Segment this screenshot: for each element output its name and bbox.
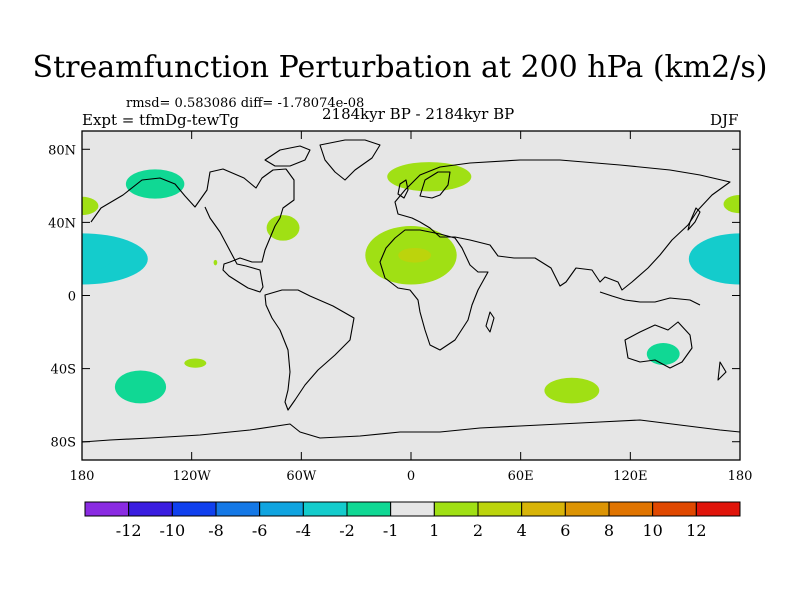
anomaly-dateline-west-negative [688, 233, 740, 285]
anomaly-southern-indian-positive [544, 377, 600, 404]
colorbar-swatch [608, 501, 654, 517]
experiment-label: Expt = tfmDg-tewTg [82, 111, 239, 129]
lon-tick-label: 180 [70, 469, 95, 484]
coast-africa [379, 229, 489, 351]
colorbar: -12 -10 -8 -6 -4 -2 -1 1 2 4 6 8 10 12 [84, 501, 741, 540]
stats-text: rmsd= 0.583086 diff= -1.78074e-08 [126, 96, 365, 111]
colorbar-swatch [346, 501, 392, 517]
lat-tick-label: 0 [68, 290, 76, 305]
colorbar-label: 12 [686, 521, 706, 540]
coastlines [82, 139, 740, 443]
anomaly-north-atlantic-positive [387, 162, 472, 192]
anomaly-west-pacific-negative [82, 233, 148, 285]
anomaly-east-us-positive [266, 215, 300, 241]
anomaly-south-pacific-small [184, 358, 207, 368]
anomaly-north-pacific-negative [125, 169, 185, 199]
coast-greenland [319, 139, 381, 181]
colorbar-label: 1 [429, 521, 439, 540]
coast-arctic-islands [264, 145, 311, 167]
colorbar-label: -1 [383, 521, 399, 540]
lat-tick-label: 80N [48, 143, 76, 158]
colorbar-label: 10 [642, 521, 662, 540]
colorbar-label: -8 [208, 521, 224, 540]
colorbar-swatch [433, 501, 479, 517]
colorbar-label: 2 [473, 521, 483, 540]
colorbar-swatch [215, 501, 261, 517]
anomaly-dateline-west-core [718, 246, 740, 272]
anomaly-north-pacific-positive-west [82, 196, 99, 216]
colorbar-swatch [128, 501, 173, 517]
coast-antarctica [82, 419, 740, 443]
coast-scandinavia [419, 171, 451, 199]
anomaly-australia-negative [646, 343, 680, 365]
season-label: DJF [710, 111, 739, 129]
colorbar-label: -10 [159, 521, 185, 540]
anomaly-north-pacific-positive-east [723, 194, 740, 214]
axis-ticks: 80N 40N 0 40S 80S 180 120W 60W 0 60E 120E 180 [48, 131, 752, 484]
coast-indonesia [599, 291, 701, 306]
colorbar-swatch [695, 501, 741, 517]
period-label: 2184kyr BP - 2184kyr BP [322, 105, 515, 123]
lon-tick-label: 60E [508, 469, 534, 484]
lon-tick-label: 120E [613, 469, 647, 484]
coast-madagascar [485, 311, 495, 333]
plot-title: Streamfunction Perturbation at 200 hPa (… [32, 50, 768, 85]
anomaly-central-pacific-small [213, 259, 218, 266]
coast-north-america [90, 168, 295, 293]
colorbar-label: 4 [517, 521, 527, 540]
lat-tick-label: 40S [51, 363, 76, 378]
colorbar-label: -4 [296, 521, 312, 540]
lat-tick-label: 80S [51, 436, 76, 451]
colorbar-swatch [652, 501, 697, 517]
lon-tick-label: 180 [728, 469, 753, 484]
colorbar-swatch [564, 501, 610, 517]
lon-tick-label: 120W [173, 469, 212, 484]
lon-tick-label: 60W [286, 469, 317, 484]
colorbar-label: -6 [252, 521, 268, 540]
colorbar-label: -12 [116, 521, 142, 540]
colorbar-label: -2 [339, 521, 355, 540]
colorbar-swatch [390, 501, 435, 517]
colorbar-swatch [84, 501, 130, 517]
colorbar-swatch [302, 501, 348, 517]
anomaly-north-africa-core [398, 247, 432, 263]
coast-japan [687, 207, 701, 231]
colorbar-label: 8 [604, 521, 614, 540]
coast-eurasia [394, 159, 731, 291]
anomaly-west-pacific-core [82, 246, 112, 272]
colorbar-swatch [521, 501, 566, 517]
coast-australia [624, 321, 693, 369]
colorbar-swatch [171, 501, 217, 517]
lon-tick-label: 0 [407, 469, 415, 484]
lat-tick-label: 40N [48, 216, 76, 231]
colorbar-label: 6 [560, 521, 570, 540]
coast-uk [397, 179, 409, 199]
anomaly-south-pacific-negative [114, 370, 167, 404]
colorbar-swatch [477, 501, 523, 517]
colorbar-swatch [259, 501, 304, 517]
coast-south-america [264, 289, 355, 411]
coast-new-zealand [717, 361, 727, 381]
